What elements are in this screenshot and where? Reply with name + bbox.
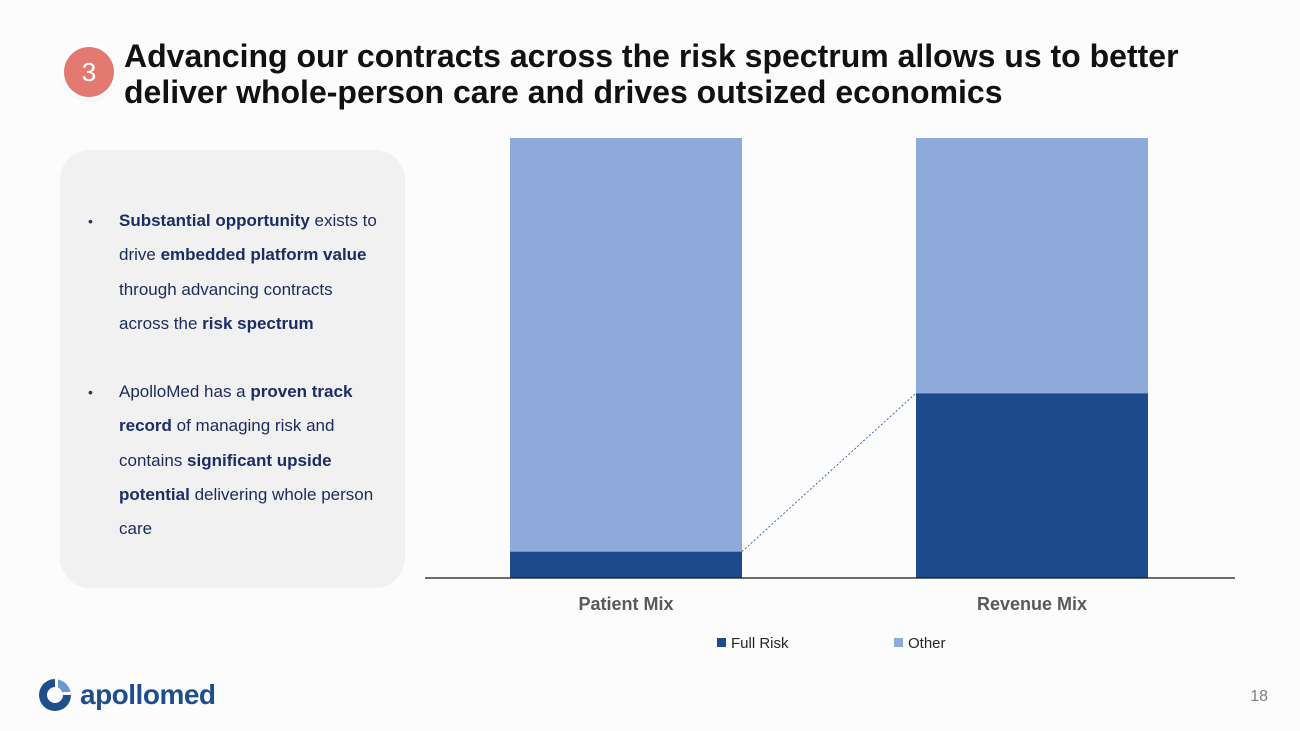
bullet-emphasis: embedded platform value	[160, 245, 367, 265]
bullet-emphasis: risk spectrum	[202, 313, 314, 333]
bar-other-revenue-mix	[916, 138, 1148, 394]
page-number: 18	[1250, 688, 1268, 705]
bullet-text: exists to drive	[119, 211, 377, 265]
bullet-emphasis: significant upside potential	[119, 450, 332, 505]
bullet-item: ApolloMed has a proven track record of m…	[88, 375, 381, 546]
legend-label: Full Risk	[731, 635, 789, 652]
bar-full-risk-patient-mix	[510, 551, 742, 578]
bullet-text: through advancing contracts across the	[119, 279, 333, 333]
apollomed-logo: apollomed	[36, 675, 216, 715]
bullet-text: delivering whole person care	[119, 485, 374, 539]
bullet-list: Substantial opportunity exists to drive …	[88, 204, 381, 547]
legend-label: Other	[908, 635, 946, 652]
bullet-text: ApolloMed has a	[119, 382, 251, 402]
legend-swatch-other	[894, 638, 903, 647]
bullet-emphasis: proven track record	[119, 382, 353, 436]
bar-full-risk-revenue-mix	[916, 393, 1148, 578]
bar-other-patient-mix	[510, 138, 742, 552]
bullet-item: Substantial opportunity exists to drive …	[88, 204, 381, 341]
slide-number-badge: 3	[64, 47, 114, 97]
full-risk-connector-line	[741, 392, 917, 552]
bullet-emphasis: Substantial opportunity	[119, 211, 310, 230]
apollomed-logo-icon	[39, 679, 71, 711]
logo-wordmark: apollomed	[80, 679, 216, 710]
bullet-text: of managing risk and contains	[119, 416, 335, 470]
slide-title: Advancing our contracts across the risk …	[124, 38, 1179, 110]
x-tick-label: Revenue Mix	[977, 594, 1087, 614]
x-tick-label: Patient Mix	[578, 594, 673, 614]
key-points-panel: Substantial opportunity exists to drive …	[60, 150, 405, 588]
legend-swatch-full-risk	[717, 638, 726, 647]
